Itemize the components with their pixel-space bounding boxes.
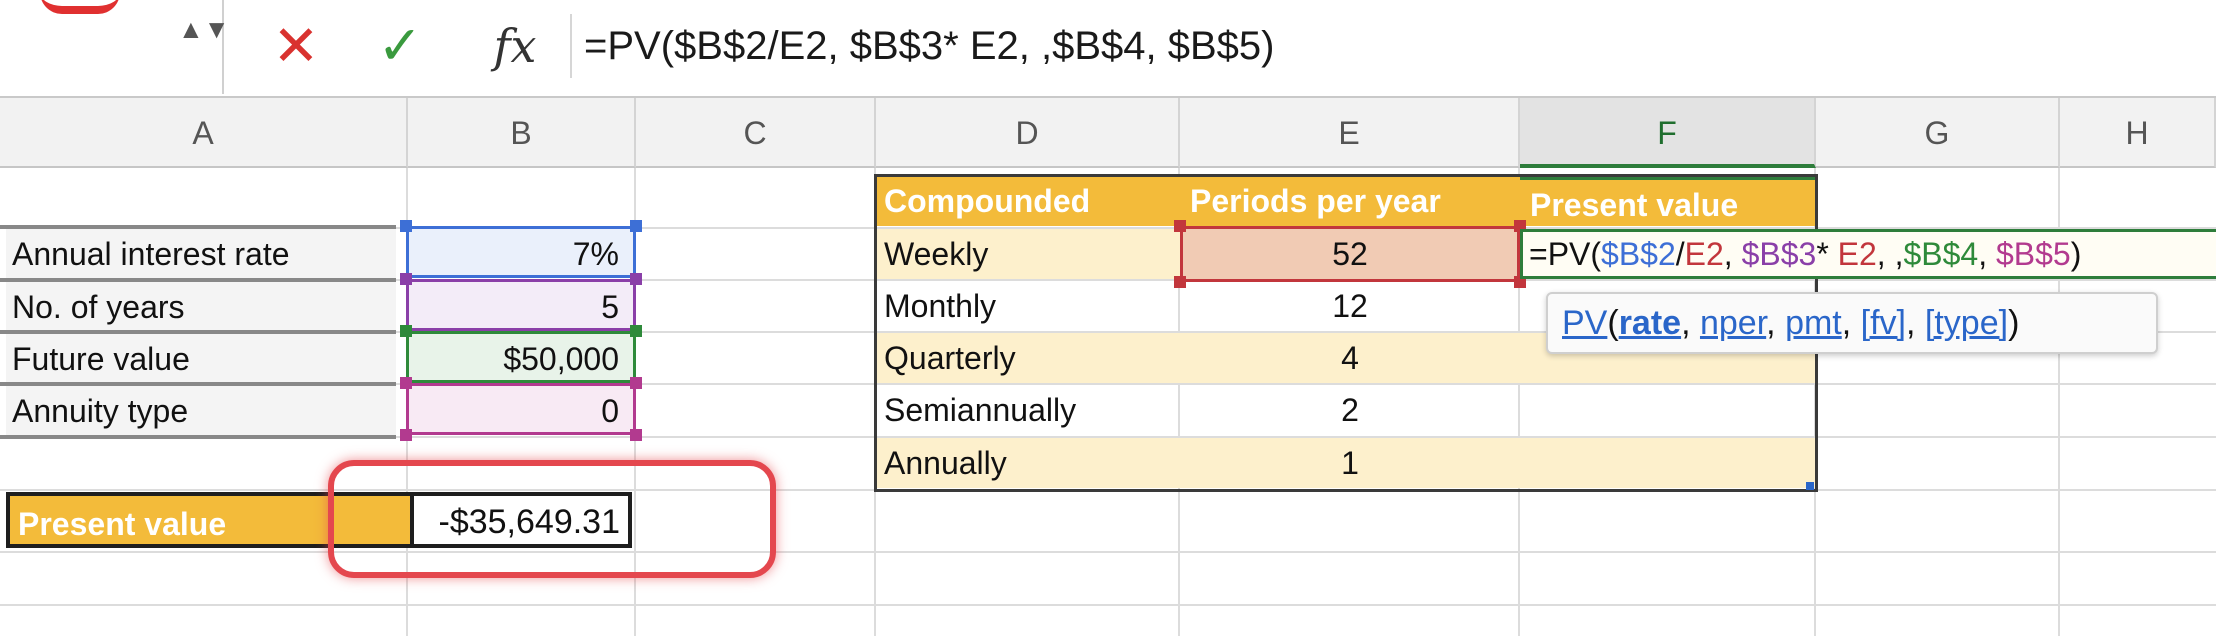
table-cell-compounded[interactable]: Annually <box>884 445 1007 481</box>
range-handle[interactable] <box>400 273 412 285</box>
formula-reference: $B$4 <box>1903 236 1979 272</box>
table-cell-periods[interactable]: 4 <box>1341 340 1359 376</box>
table-header-present-value[interactable]: Present value <box>1520 176 1816 226</box>
column-header-f[interactable]: F <box>1520 98 1816 168</box>
formula-bar-divider <box>570 14 572 78</box>
table-cell-compounded[interactable]: Semiannually <box>884 392 1077 428</box>
tooltip-arg-type[interactable]: [type] <box>1924 304 2009 342</box>
label-border <box>0 382 396 386</box>
label-border <box>0 225 396 229</box>
cancel-icon[interactable]: ✕ <box>272 14 320 77</box>
table-resize-handle[interactable] <box>1806 482 1814 490</box>
column-header-a[interactable]: A <box>0 98 408 168</box>
formula-reference: $B$5 <box>1995 236 2071 272</box>
formula-text: ) <box>2070 236 2082 272</box>
table-cell-periods[interactable]: 2 <box>1341 392 1359 428</box>
annotation-mark <box>40 0 120 14</box>
table-header-compounded[interactable]: Compounded <box>876 176 1180 226</box>
range-handle[interactable] <box>630 377 642 389</box>
range-handle[interactable] <box>630 273 642 285</box>
grid-line <box>0 551 2216 553</box>
input-label-years[interactable]: No. of years <box>6 282 396 332</box>
table-cell-compounded[interactable]: Weekly <box>884 236 989 272</box>
grid-line <box>0 604 2216 606</box>
name-box[interactable]: ▲▼ <box>0 0 230 94</box>
tooltip-text: , <box>1906 304 1925 342</box>
column-header-d[interactable]: D <box>876 98 1180 168</box>
label-border <box>0 278 396 282</box>
tooltip-text: ( <box>1607 304 1619 342</box>
range-handle[interactable] <box>1174 276 1186 288</box>
grid-line <box>0 227 2216 229</box>
formula-reference: E2 <box>1684 236 1724 272</box>
tooltip-text: , <box>1841 304 1861 342</box>
formula-reference: $B$3 <box>1741 236 1817 272</box>
range-handle[interactable] <box>630 325 642 337</box>
grid-line <box>1518 168 1520 636</box>
tooltip-function-link[interactable]: PV <box>1562 304 1608 342</box>
input-label-rate[interactable]: Annual interest rate <box>6 229 396 279</box>
table-header-periods[interactable]: Periods per year <box>1180 176 1520 226</box>
range-handle[interactable] <box>400 377 412 389</box>
insert-function-icon[interactable]: fx <box>493 19 537 73</box>
input-label-fv[interactable]: Future value <box>6 334 396 384</box>
formula-text: , <box>1723 236 1742 272</box>
formula-bar: ▲▼ ✕ ✓ fx =PV($B$2/E2, $B$3* E2, ,$B$4, … <box>0 0 2216 98</box>
column-header-b[interactable]: B <box>408 98 636 168</box>
confirm-icon[interactable]: ✓ <box>377 16 423 76</box>
label-border <box>0 330 396 334</box>
tooltip-text: , <box>1681 304 1700 342</box>
formula-reference: $B$2 <box>1601 236 1676 272</box>
tooltip-arg-fv[interactable]: [fv] <box>1860 304 1906 342</box>
highlight-callout <box>328 460 776 578</box>
grid-line <box>2058 168 2060 636</box>
range-handle[interactable] <box>630 429 642 441</box>
input-value-rate[interactable]: 7% <box>406 226 636 278</box>
name-box-spinner-icon[interactable]: ▲▼ <box>178 14 230 44</box>
tooltip-arg-pmt[interactable]: pmt <box>1785 304 1842 342</box>
range-handle[interactable] <box>630 220 642 232</box>
formula-reference: E2 <box>1837 236 1877 272</box>
tooltip-text: ) <box>2008 304 2020 342</box>
input-label-type[interactable]: Annuity type <box>6 386 396 436</box>
table-cell-periods[interactable]: 52 <box>1180 226 1520 282</box>
range-handle[interactable] <box>1514 276 1526 288</box>
formula-text: / <box>1675 236 1685 272</box>
formula-text: , <box>1978 236 1996 272</box>
range-handle[interactable] <box>400 325 412 337</box>
tooltip-arg-rate[interactable]: rate <box>1618 304 1682 342</box>
formula-text: , , <box>1876 236 1904 272</box>
range-handle[interactable] <box>400 429 412 441</box>
grid-line <box>0 436 2216 438</box>
column-header-h[interactable]: H <box>2060 98 2216 168</box>
grid-line <box>0 383 2216 385</box>
table-cell-periods[interactable]: 1 <box>1341 445 1359 481</box>
range-handle[interactable] <box>1174 220 1186 232</box>
table-cell-compounded[interactable]: Monthly <box>884 288 997 324</box>
formula-text: =PV( <box>1529 236 1602 272</box>
column-header-c[interactable]: C <box>636 98 876 168</box>
range-handle[interactable] <box>400 220 412 232</box>
formula-text: * <box>1816 236 1838 272</box>
label-border <box>0 435 396 439</box>
column-header-e[interactable]: E <box>1180 98 1520 168</box>
input-value-fv[interactable]: $50,000 <box>406 331 636 383</box>
table-cell-compounded[interactable]: Quarterly <box>884 340 1016 376</box>
cell-edit-formula[interactable]: =PV($B$2/E2, $B$3* E2, ,$B$4, $B$5) <box>1520 229 2216 279</box>
grid-line <box>0 279 2216 281</box>
present-value-result[interactable]: -$35,649.31 <box>410 492 632 548</box>
input-value-type[interactable]: 0 <box>406 383 636 435</box>
function-tooltip: PV(rate, nper, pmt, [fv], [type]) <box>1546 292 2158 354</box>
grid-line <box>0 331 2216 333</box>
grid-line <box>1178 168 1180 636</box>
input-value-years[interactable]: 5 <box>406 279 636 331</box>
tooltip-text: , <box>1766 304 1786 342</box>
table-row-band <box>876 438 1816 488</box>
table-cell-periods[interactable]: 12 <box>1332 288 1368 324</box>
formula-input[interactable]: =PV($B$2/E2, $B$3* E2, ,$B$4, $B$5) <box>584 24 1275 68</box>
tooltip-arg-nper[interactable]: nper <box>1699 304 1767 342</box>
present-value-label[interactable]: Present value <box>6 492 410 548</box>
column-header-g[interactable]: G <box>1816 98 2060 168</box>
